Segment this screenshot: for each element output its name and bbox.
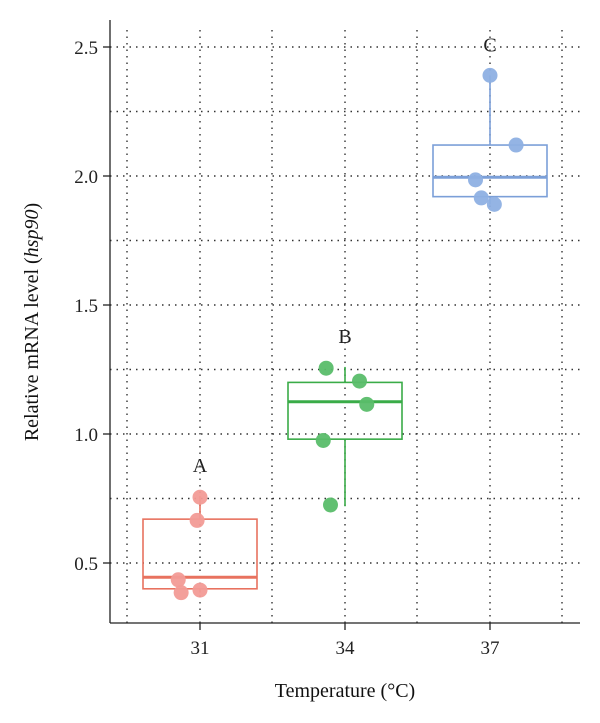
data-point-37: [482, 67, 498, 83]
data-point-34: [352, 373, 367, 389]
significance-letter-31: A: [193, 455, 208, 477]
boxes-layer: [142, 75, 548, 593]
y-tick-label: 2.0: [74, 167, 98, 188]
y-tick-label: 2.5: [74, 38, 98, 59]
x-tick-label: 31: [191, 638, 210, 659]
significance-letter-37: C: [483, 34, 496, 56]
y-axis-label-close: ): [21, 203, 43, 210]
y-tick-label: 1.0: [74, 425, 98, 446]
points-layer: [170, 67, 524, 601]
x-tick-label: 37: [481, 638, 500, 659]
data-point-31: [192, 582, 208, 598]
x-axis-label: Temperature (°C): [275, 680, 415, 702]
x-tick-label: 34: [336, 638, 356, 659]
data-point-37: [468, 172, 483, 188]
box-34: [287, 381, 403, 440]
data-point-37: [486, 196, 502, 212]
data-point-31: [170, 572, 186, 588]
ticks-layer: 0.5 1.0 1.5 2.0 2.5 31 34 37: [74, 38, 499, 659]
data-point-34: [315, 432, 331, 448]
letters-layer: A B C: [193, 34, 497, 477]
data-point-34: [323, 497, 338, 513]
data-point-31: [189, 512, 205, 528]
data-point-34: [359, 396, 375, 412]
box-37: [432, 144, 548, 198]
data-point-31: [173, 585, 189, 601]
data-point-37: [508, 137, 524, 153]
significance-letter-34: B: [338, 326, 351, 348]
y-axis-label-main: Relative mRNA level (: [21, 257, 43, 441]
data-point-34: [318, 360, 334, 376]
data-point-37: [473, 190, 489, 206]
y-tick-label: 0.5: [74, 554, 98, 575]
y-axis-label: Relative mRNA level (hsp90): [21, 203, 43, 441]
data-point-31: [192, 489, 208, 505]
y-tick-label: 1.5: [74, 296, 98, 317]
y-axis-label-italic: hsp90: [21, 210, 43, 258]
